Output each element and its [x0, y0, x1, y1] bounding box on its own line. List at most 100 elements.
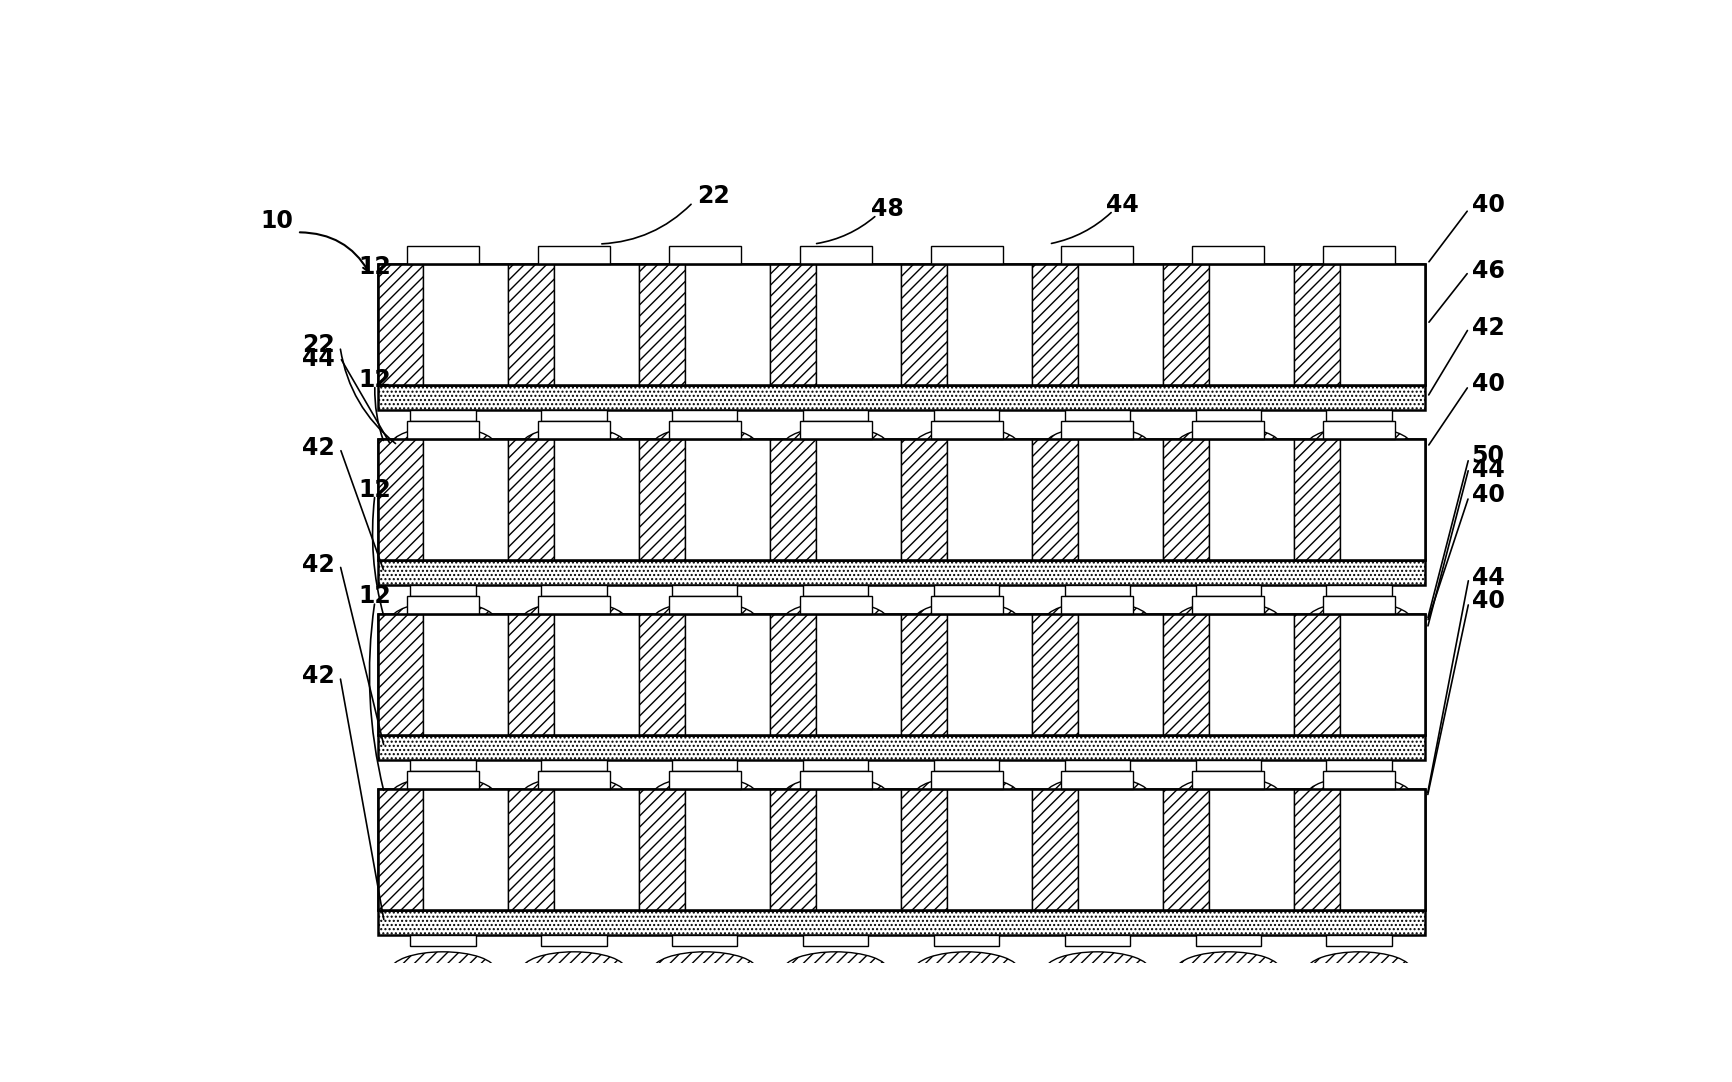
Ellipse shape: [1306, 427, 1412, 463]
Bar: [1162, 439, 1209, 559]
Bar: [1339, 439, 1424, 559]
Bar: [1077, 789, 1162, 910]
Bar: [1065, 935, 1129, 947]
Ellipse shape: [1306, 777, 1412, 814]
Bar: [1062, 246, 1133, 264]
Text: 22: 22: [301, 333, 334, 357]
Bar: [1062, 421, 1133, 439]
Bar: [934, 584, 999, 596]
Bar: [1032, 613, 1077, 735]
Bar: [1162, 264, 1209, 385]
Bar: [1294, 789, 1339, 910]
Bar: [1065, 760, 1129, 771]
Bar: [378, 264, 1424, 385]
Bar: [410, 584, 476, 596]
Bar: [1323, 246, 1394, 264]
Bar: [1162, 613, 1209, 735]
Bar: [378, 439, 1424, 559]
Text: 46: 46: [1472, 260, 1505, 283]
Ellipse shape: [783, 952, 889, 989]
Ellipse shape: [1044, 602, 1150, 638]
Bar: [901, 789, 947, 910]
Bar: [423, 264, 509, 385]
Bar: [407, 595, 480, 613]
Bar: [686, 264, 771, 385]
Bar: [947, 613, 1032, 735]
Bar: [1195, 410, 1261, 421]
Bar: [509, 264, 554, 385]
Ellipse shape: [914, 777, 1018, 814]
Ellipse shape: [521, 952, 627, 989]
Ellipse shape: [914, 602, 1018, 638]
Bar: [1327, 584, 1393, 596]
Bar: [378, 264, 1424, 385]
Bar: [509, 439, 554, 559]
Bar: [816, 789, 901, 910]
Bar: [672, 410, 738, 421]
Bar: [554, 613, 639, 735]
Ellipse shape: [783, 427, 889, 463]
Text: 44: 44: [1472, 458, 1505, 481]
Bar: [1195, 760, 1261, 771]
Bar: [1032, 264, 1077, 385]
Bar: [1339, 264, 1424, 385]
Bar: [930, 421, 1003, 439]
Bar: [410, 410, 476, 421]
Bar: [407, 246, 480, 264]
Bar: [378, 789, 1424, 910]
Bar: [378, 559, 1424, 584]
Ellipse shape: [783, 602, 889, 638]
Bar: [378, 264, 423, 385]
Text: 12: 12: [359, 584, 391, 608]
Bar: [771, 789, 816, 910]
Bar: [554, 789, 639, 910]
Bar: [800, 246, 871, 264]
Bar: [639, 439, 686, 559]
Bar: [901, 439, 947, 559]
Bar: [554, 439, 639, 559]
Bar: [686, 613, 771, 735]
Bar: [1192, 421, 1264, 439]
Ellipse shape: [653, 952, 757, 989]
Text: 40: 40: [1472, 483, 1505, 506]
Bar: [804, 935, 868, 947]
Text: 48: 48: [871, 197, 904, 221]
Bar: [669, 246, 741, 264]
Text: 44: 44: [301, 347, 334, 371]
Bar: [1195, 935, 1261, 947]
Bar: [1339, 789, 1424, 910]
Bar: [930, 595, 1003, 613]
Bar: [1294, 613, 1339, 735]
Ellipse shape: [783, 777, 889, 814]
Bar: [378, 439, 1424, 559]
Bar: [1077, 439, 1162, 559]
Bar: [1323, 595, 1394, 613]
Bar: [947, 264, 1032, 385]
Ellipse shape: [521, 777, 627, 814]
Text: 12: 12: [359, 368, 391, 392]
Ellipse shape: [1176, 602, 1280, 638]
Bar: [410, 760, 476, 771]
Bar: [539, 595, 610, 613]
Bar: [930, 246, 1003, 264]
Bar: [1192, 246, 1264, 264]
Bar: [378, 910, 1424, 935]
Bar: [540, 935, 606, 947]
Bar: [901, 264, 947, 385]
Bar: [1327, 935, 1393, 947]
Bar: [1032, 439, 1077, 559]
Bar: [672, 935, 738, 947]
Ellipse shape: [1044, 952, 1150, 989]
Bar: [1339, 613, 1424, 735]
Bar: [378, 613, 1424, 735]
Bar: [539, 421, 610, 439]
Bar: [800, 595, 871, 613]
Bar: [1209, 789, 1294, 910]
Bar: [540, 584, 606, 596]
Bar: [1065, 410, 1129, 421]
Ellipse shape: [391, 602, 495, 638]
Bar: [1062, 595, 1133, 613]
Text: 42: 42: [301, 436, 334, 460]
Bar: [901, 613, 947, 735]
Bar: [539, 246, 610, 264]
